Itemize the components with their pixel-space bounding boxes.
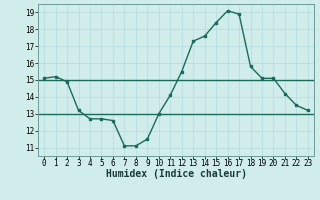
X-axis label: Humidex (Indice chaleur): Humidex (Indice chaleur) <box>106 169 246 179</box>
